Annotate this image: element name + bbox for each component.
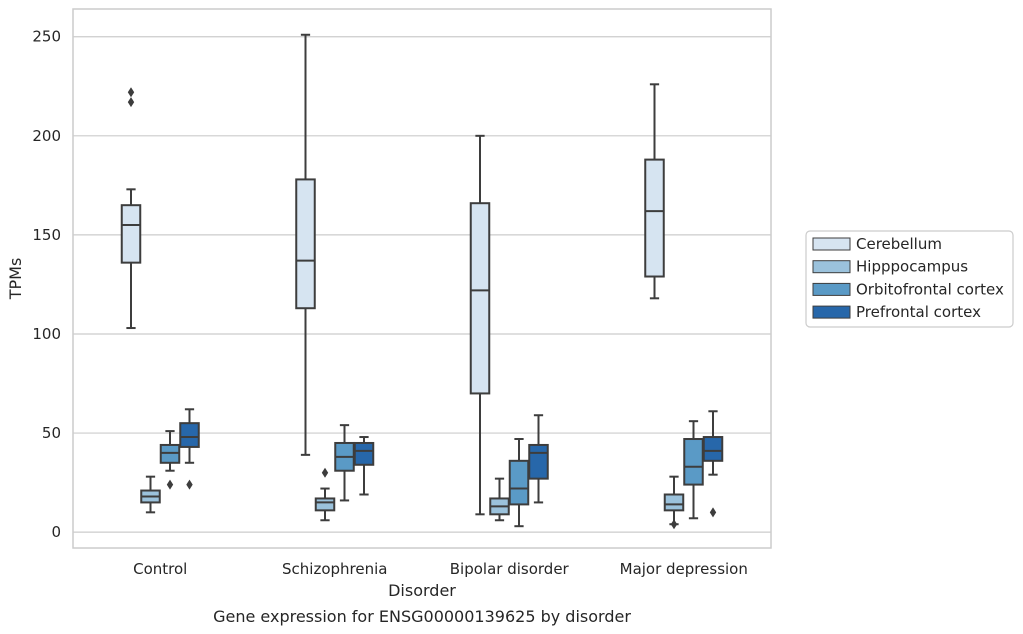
plot-frame <box>72 8 772 549</box>
box-iqr <box>314 497 336 512</box>
outlier-point <box>166 479 174 490</box>
y-tick-label: 0 <box>51 523 61 541</box>
box-hipppocampus <box>663 475 685 530</box>
box-iqr <box>644 158 665 278</box>
box-prefrontal-cortex <box>702 410 724 518</box>
chart-caption: Gene expression for ENSG00000139625 by d… <box>213 607 631 626</box>
box-cerebellum <box>295 33 316 456</box>
legend: Cerebellum Hipppocampus Orbitofrontal cort… <box>805 230 1014 328</box>
box-iqr <box>702 436 724 462</box>
outlier-point <box>709 507 717 518</box>
outlier-point <box>127 97 135 108</box>
x-tick-label: Bipolar disorder <box>450 560 570 578</box>
box-orbitofrontal-cortex <box>159 430 181 490</box>
legend-swatch <box>812 237 851 251</box>
box-hipppocampus <box>314 467 336 522</box>
legend-label: Cerebellum <box>856 235 942 253</box>
legend-label: Prefrontal cortex <box>856 303 981 321</box>
x-axis-label: Disorder <box>388 581 456 600</box>
y-tick-label: 250 <box>32 28 61 46</box>
box-iqr <box>528 443 549 480</box>
box-iqr <box>663 493 685 512</box>
outlier-point <box>321 467 329 478</box>
outlier-point <box>186 479 193 490</box>
box-orbitofrontal-cortex <box>683 420 704 520</box>
legend-frame <box>805 230 1014 328</box>
box-iqr <box>179 422 200 448</box>
box-prefrontal-cortex <box>528 414 549 504</box>
x-tick-label: Schizophrenia <box>282 560 387 578</box>
box-cerebellum <box>120 87 142 330</box>
x-tick-label: Control <box>133 560 187 578</box>
box-iqr <box>295 178 316 310</box>
box-hipppocampus <box>140 475 161 514</box>
box-hipppocampus <box>489 477 510 522</box>
box-cerebellum <box>644 83 665 300</box>
box-iqr <box>683 438 704 486</box>
legend-swatch <box>812 260 851 274</box>
y-tick-label: 150 <box>32 226 61 244</box>
legend-label: Hipppocampus <box>856 258 968 276</box>
box-orbitofrontal-cortex <box>508 438 530 528</box>
y-tick-label: 100 <box>32 325 61 343</box>
box-iqr <box>469 202 491 395</box>
y-tick-label: 200 <box>32 127 61 145</box>
outlier-point <box>670 519 678 530</box>
box-orbitofrontal-cortex <box>334 424 355 502</box>
box-iqr <box>120 204 142 264</box>
box-iqr <box>508 459 530 506</box>
box-cerebellum <box>469 134 491 516</box>
legend-swatch <box>812 305 851 319</box>
x-tick-label: Major depression <box>620 560 748 578</box>
legend-swatch <box>812 282 851 296</box>
outlier-point <box>127 87 135 98</box>
y-axis-label: TPMs <box>6 258 25 301</box>
box-prefrontal-cortex <box>179 408 200 490</box>
box-prefrontal-cortex <box>353 436 375 496</box>
legend-label: Orbitofrontal cortex <box>856 280 1004 298</box>
box-iqr <box>353 441 375 466</box>
y-tick-label: 50 <box>42 424 61 442</box>
